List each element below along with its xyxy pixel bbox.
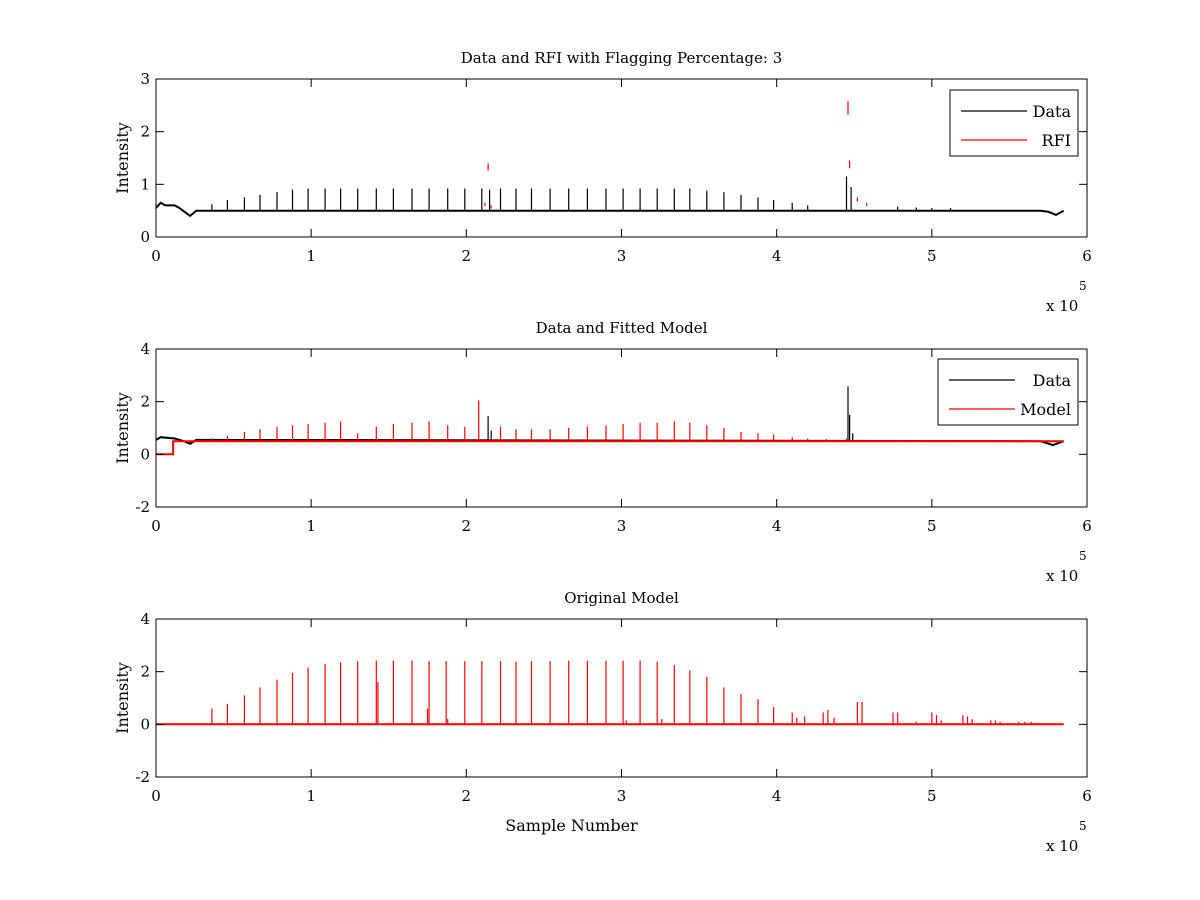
x-tick-label: 5 bbox=[927, 517, 937, 535]
y-tick-label: 2 bbox=[140, 663, 150, 681]
legend-entry: Data bbox=[1033, 102, 1072, 121]
y-tick-label: 2 bbox=[140, 123, 150, 141]
x-tick-label: 6 bbox=[1082, 517, 1092, 535]
x-tick-label: 6 bbox=[1082, 247, 1092, 265]
x-exponent-label: x 10 bbox=[1046, 567, 1078, 585]
series-line bbox=[156, 440, 1064, 456]
x-tick-label: 5 bbox=[927, 787, 937, 805]
series-model-group bbox=[156, 400, 1064, 456]
x-tick-label: 6 bbox=[1082, 787, 1092, 805]
y-tick-label: 0 bbox=[140, 228, 150, 246]
x-exponent-label: x 10 bbox=[1046, 837, 1078, 855]
y-tick-label: 4 bbox=[140, 340, 150, 358]
series-data-group bbox=[156, 386, 1065, 447]
y-tick-label: 2 bbox=[140, 393, 150, 411]
series-line bbox=[156, 201, 1065, 218]
x-tick-label: 5 bbox=[927, 247, 937, 265]
x-exponent-power: 5 bbox=[1079, 279, 1087, 293]
y-tick-label: 3 bbox=[140, 70, 150, 88]
panel-title: Original Model bbox=[564, 589, 679, 607]
y-axis-label: Intensity bbox=[113, 392, 132, 464]
series-line bbox=[156, 436, 1065, 447]
legend-entry: Data bbox=[1033, 371, 1072, 390]
legend: Data RFI bbox=[949, 89, 1079, 157]
x-tick-label: 1 bbox=[306, 247, 316, 265]
x-tick-label: 1 bbox=[306, 517, 316, 535]
x-tick-label: 2 bbox=[462, 517, 472, 535]
x-tick-label: 2 bbox=[462, 787, 472, 805]
series-data-group bbox=[156, 176, 1065, 218]
x-tick-label: 0 bbox=[151, 787, 161, 805]
x-exponent-power: 5 bbox=[1079, 819, 1087, 833]
series-rfi-group bbox=[484, 101, 868, 209]
x-axis-label: Sample Number bbox=[505, 816, 638, 835]
x-tick-label: 4 bbox=[772, 787, 782, 805]
y-tick-label: 0 bbox=[140, 445, 150, 463]
x-tick-label: 2 bbox=[462, 247, 472, 265]
legend-entry: Model bbox=[1020, 400, 1071, 419]
y-tick-label: 1 bbox=[140, 175, 150, 193]
panel-1: Data and RFI with Flagging Percentage: 3… bbox=[113, 49, 1092, 315]
legend: Data Model bbox=[937, 358, 1079, 426]
y-tick-label: -2 bbox=[135, 498, 150, 516]
x-tick-label: 1 bbox=[306, 787, 316, 805]
x-tick-label: 3 bbox=[617, 517, 627, 535]
y-tick-label: -2 bbox=[135, 768, 150, 786]
panel-title: Data and RFI with Flagging Percentage: 3 bbox=[461, 49, 783, 67]
x-exponent-label: x 10 bbox=[1046, 297, 1078, 315]
series-model-group bbox=[156, 660, 1064, 726]
legend-entry: RFI bbox=[1042, 131, 1071, 150]
y-axis-label: Intensity bbox=[113, 122, 132, 194]
legend-box bbox=[937, 358, 1079, 426]
x-tick-label: 4 bbox=[772, 247, 782, 265]
x-tick-label: 3 bbox=[617, 787, 627, 805]
y-tick-label: 0 bbox=[140, 715, 150, 733]
x-tick-label: 0 bbox=[151, 247, 161, 265]
legend-box bbox=[949, 89, 1079, 157]
x-tick-label: 3 bbox=[617, 247, 627, 265]
panel-title: Data and Fitted Model bbox=[536, 319, 708, 337]
y-tick-label: 4 bbox=[140, 610, 150, 628]
y-axis-label: Intensity bbox=[113, 662, 132, 734]
x-tick-label: 4 bbox=[772, 517, 782, 535]
x-exponent-power: 5 bbox=[1079, 549, 1087, 563]
x-tick-label: 0 bbox=[151, 517, 161, 535]
